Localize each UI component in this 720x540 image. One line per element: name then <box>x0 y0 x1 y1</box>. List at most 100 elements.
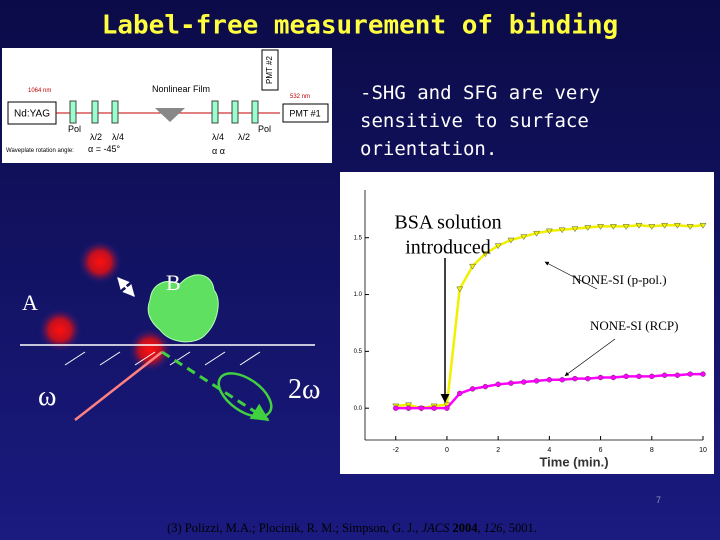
x-axis-label: Time (min.) <box>539 454 608 469</box>
reference-part: 2004 <box>453 521 479 535</box>
data-point <box>444 405 450 411</box>
reference-part: (3) Polizzi, M.A.; Plocinik, R. M.; Simp… <box>167 521 422 535</box>
wavelength-label: 532 nm <box>290 94 310 100</box>
rotation-value: α α <box>212 146 225 156</box>
sample-prism <box>155 108 185 122</box>
data-point <box>674 372 681 378</box>
data-point <box>687 371 693 377</box>
data-point <box>457 390 463 397</box>
x-tick-label: 8 <box>650 447 654 454</box>
detector-box <box>261 49 279 91</box>
data-point <box>469 386 476 392</box>
optic-label: λ/4 <box>112 132 124 142</box>
chart-panel <box>340 172 714 474</box>
series-label: NONE-SI (p-pol.) <box>572 272 667 287</box>
x-tick-label: 4 <box>547 447 551 454</box>
data-point <box>699 223 707 229</box>
detector-label: PMT #1 <box>289 108 320 118</box>
x-tick-label: -2 <box>393 447 399 454</box>
arrow <box>117 277 135 297</box>
rotation-value: α = -45° <box>88 144 120 154</box>
data-point <box>649 373 655 380</box>
data-point <box>546 377 553 383</box>
optic <box>91 100 99 124</box>
label-pointer <box>564 338 616 377</box>
data-point <box>559 377 565 383</box>
data-point <box>521 379 527 385</box>
data-point <box>635 223 643 229</box>
setup-diagram: Nd:YAG 1064 nm PMT #1 PMT #2 532 nm Nonl… <box>2 48 332 163</box>
data-point <box>533 378 540 384</box>
reference: (3) Polizzi, M.A.; Plocinik, R. M.; Simp… <box>167 521 537 535</box>
data-point <box>674 223 681 229</box>
protein <box>147 274 219 343</box>
y-tick-label: 0.5 <box>354 349 363 355</box>
data-point <box>572 375 578 382</box>
annotation: introduced <box>405 237 491 259</box>
data-point <box>700 371 706 377</box>
data-point <box>405 405 412 411</box>
detector-box <box>282 103 329 123</box>
data-point <box>546 228 553 235</box>
annotation: BSA solution <box>394 212 501 234</box>
data-point <box>494 243 502 250</box>
data-point <box>661 372 668 378</box>
bullet-line: sensitive to surface <box>360 110 589 132</box>
x-tick-label: 10 <box>699 447 707 454</box>
chart: 0.0 0.5 1.0 1.5 -2 0 2 4 6 8 10 Time (min.) NONE-SI … <box>354 190 707 469</box>
y-tick-label: 1.5 <box>354 235 363 241</box>
optic <box>69 100 77 124</box>
x-tick-label: 2 <box>496 447 500 454</box>
label-b: B <box>166 270 181 295</box>
molecule-glow <box>38 308 82 352</box>
polarization-ellipse <box>217 372 273 418</box>
wavelength-label: 1064 nm <box>28 88 51 94</box>
data-point <box>623 373 629 380</box>
data-point <box>456 286 464 293</box>
x-tick-label: 0 <box>445 447 449 454</box>
data-point <box>571 226 579 233</box>
data-point <box>558 227 566 234</box>
reference-part: , 5001. <box>503 521 537 535</box>
reference-part: 126 <box>484 521 504 535</box>
data-point <box>610 224 617 230</box>
data-point <box>636 373 642 380</box>
laser-label: Nd:YAG <box>14 109 50 120</box>
optic <box>231 100 239 124</box>
label-pointer <box>544 261 598 290</box>
data-point <box>597 224 604 230</box>
data-point <box>648 224 656 230</box>
optic-label: Pol <box>68 124 81 134</box>
sh-beam <box>161 350 270 422</box>
y-tick-label: 1.0 <box>354 292 363 298</box>
incident-beam <box>74 351 163 421</box>
optic <box>251 100 259 124</box>
data-point <box>495 381 501 388</box>
molecule-glow <box>78 240 122 284</box>
omega-label: ω <box>38 381 56 412</box>
two-omega-label: 2ω <box>288 374 320 405</box>
data-point <box>482 383 489 390</box>
sample-label: Nonlinear Film <box>152 84 210 94</box>
rotation-label: Waveplate rotation angle: <box>6 148 74 154</box>
data-point <box>393 405 399 411</box>
bullet-line: -SHG and SFG are very <box>360 82 600 104</box>
data-point <box>405 402 412 409</box>
data-point <box>418 405 425 411</box>
surface-hatching <box>64 351 261 366</box>
series-label: NONE-SI (RCP) <box>590 318 678 333</box>
binding-scheme: A B ω 2ω <box>20 240 320 422</box>
label-a: A <box>22 290 38 315</box>
data-point <box>507 237 515 244</box>
data-point <box>481 251 489 258</box>
optic <box>111 100 119 124</box>
setup-panel <box>2 48 332 163</box>
reference-part: , <box>478 521 484 535</box>
optic-label: Pol <box>258 124 271 134</box>
page-number: 7 <box>656 495 661 505</box>
x-tick-label: 6 <box>599 447 603 454</box>
reference-part: JACS <box>422 521 451 535</box>
data-point <box>584 225 592 231</box>
